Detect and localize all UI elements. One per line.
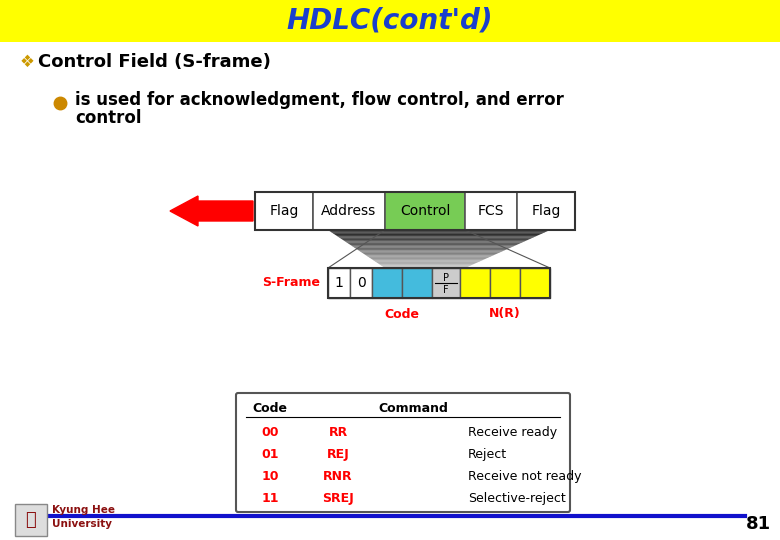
Polygon shape	[366, 255, 493, 256]
Text: 0: 0	[356, 276, 365, 290]
Polygon shape	[362, 253, 499, 254]
Polygon shape	[330, 231, 547, 233]
Text: Receive ready: Receive ready	[468, 426, 557, 438]
Bar	[0, 0, 780, 42]
Polygon shape	[343, 240, 527, 241]
Text: is used for acknowledgment, flow control, and error: is used for acknowledgment, flow control…	[75, 91, 564, 109]
Text: P: P	[443, 273, 449, 282]
Text: 81: 81	[746, 515, 771, 533]
Text: Code: Code	[385, 307, 420, 321]
Polygon shape	[375, 262, 479, 263]
Bar	[255, 192, 575, 230]
Text: F: F	[443, 285, 448, 295]
Polygon shape	[345, 241, 524, 242]
Bar	[490, 268, 520, 298]
Polygon shape	[338, 237, 536, 238]
Text: 00: 00	[261, 426, 278, 438]
Polygon shape	[347, 242, 522, 244]
Text: Control Field (S-frame): Control Field (S-frame)	[38, 53, 271, 71]
Polygon shape	[379, 264, 473, 266]
Polygon shape	[383, 267, 468, 268]
Text: Command: Command	[378, 402, 448, 415]
Polygon shape	[360, 252, 502, 253]
Text: control: control	[75, 109, 141, 127]
Bar	[328, 268, 350, 298]
Text: 11: 11	[261, 492, 278, 505]
Text: REJ: REJ	[327, 448, 349, 461]
Bar	[460, 268, 490, 298]
Text: 1: 1	[335, 276, 343, 290]
Text: Code: Code	[253, 402, 288, 415]
Polygon shape	[378, 263, 477, 264]
Polygon shape	[374, 260, 482, 262]
Bar	[517, 192, 575, 230]
Text: Flag: Flag	[269, 204, 299, 218]
Text: Selective-reject: Selective-reject	[468, 492, 566, 505]
Text: FCS: FCS	[477, 204, 504, 218]
Bar	[402, 268, 432, 298]
Text: RR: RR	[328, 426, 348, 438]
Polygon shape	[342, 239, 530, 240]
Bar	[372, 268, 402, 298]
Text: RNR: RNR	[323, 470, 353, 483]
Text: 01: 01	[261, 448, 278, 461]
Text: Address: Address	[321, 204, 377, 218]
Text: 10: 10	[261, 470, 278, 483]
Polygon shape	[353, 246, 513, 248]
Text: Kyung Hee: Kyung Hee	[52, 505, 115, 515]
Polygon shape	[334, 234, 541, 235]
Bar	[255, 192, 313, 230]
Text: ❖: ❖	[20, 53, 35, 71]
Polygon shape	[381, 266, 470, 267]
Polygon shape	[351, 245, 516, 246]
Polygon shape	[349, 244, 519, 245]
Bar	[15, 504, 47, 536]
Bar	[350, 268, 372, 298]
Bar	[385, 192, 465, 230]
Polygon shape	[372, 259, 485, 260]
Polygon shape	[364, 254, 496, 255]
Text: ⛪: ⛪	[26, 511, 37, 529]
Bar	[465, 192, 517, 230]
Polygon shape	[355, 248, 510, 249]
Polygon shape	[358, 250, 505, 252]
Text: Control: Control	[400, 204, 450, 218]
Text: SREJ: SREJ	[322, 492, 354, 505]
Text: Receive not ready: Receive not ready	[468, 470, 582, 483]
Text: HDLC(cont'd): HDLC(cont'd)	[287, 7, 493, 35]
Polygon shape	[356, 249, 508, 250]
Text: S-Frame: S-Frame	[262, 276, 320, 289]
Text: Flag: Flag	[531, 204, 561, 218]
FancyArrow shape	[170, 196, 253, 226]
Bar	[313, 192, 385, 230]
Text: Reject: Reject	[468, 448, 507, 461]
Bar	[432, 268, 460, 298]
Bar	[520, 268, 550, 298]
Bar	[328, 268, 550, 298]
Polygon shape	[335, 235, 539, 237]
Text: N(R): N(R)	[489, 307, 521, 321]
Polygon shape	[332, 233, 544, 234]
FancyBboxPatch shape	[236, 393, 570, 512]
Polygon shape	[328, 230, 550, 231]
Text: University: University	[52, 519, 112, 529]
Polygon shape	[368, 256, 491, 258]
Polygon shape	[370, 258, 488, 259]
Polygon shape	[339, 238, 533, 239]
